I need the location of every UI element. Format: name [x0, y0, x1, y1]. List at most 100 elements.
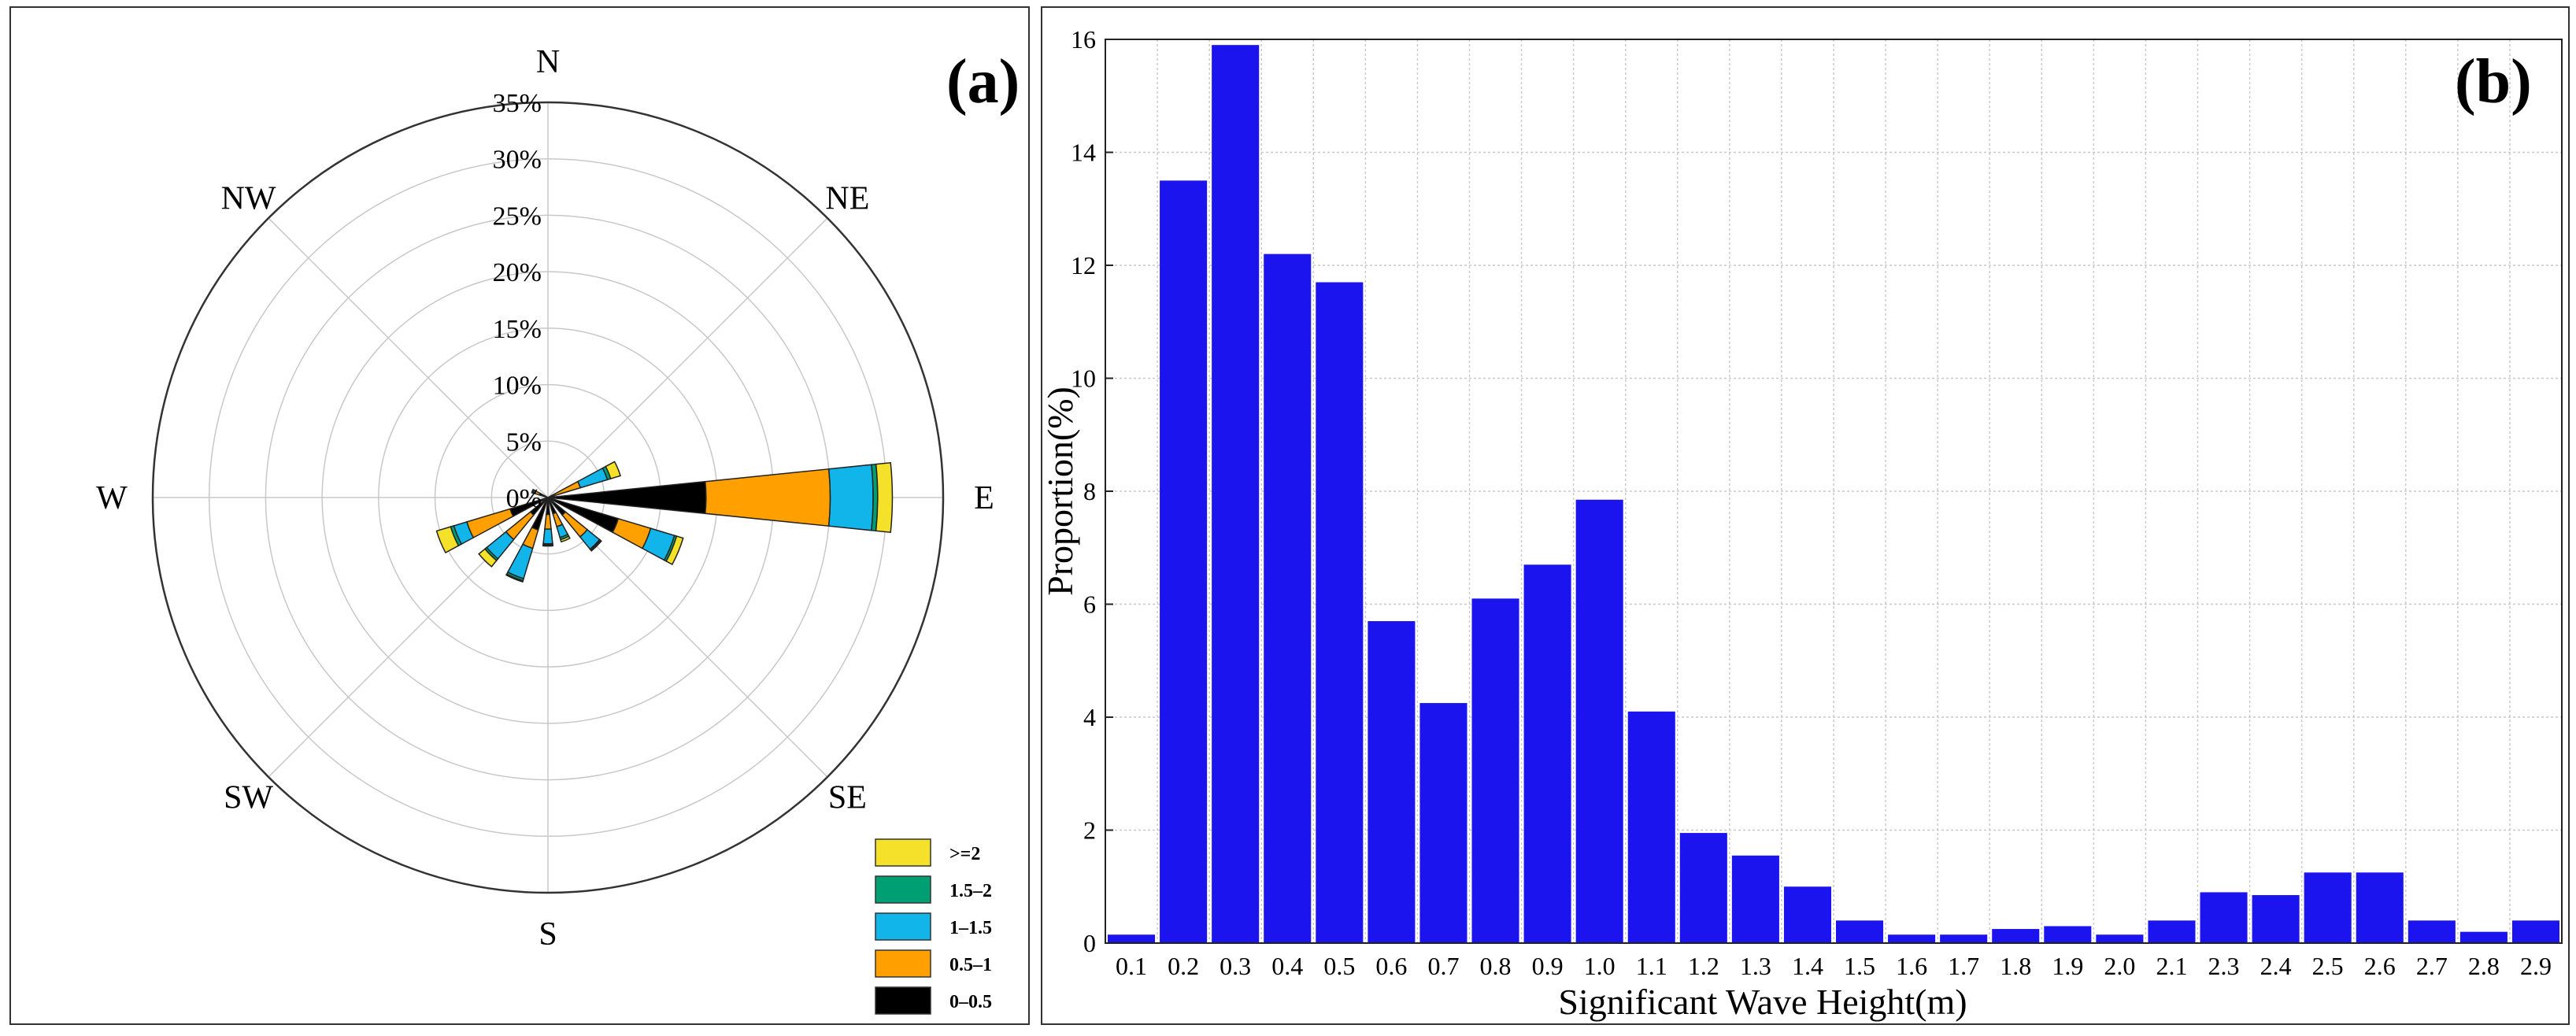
x-tick-label: 0.1 — [1116, 952, 1147, 980]
histogram-bar — [2252, 895, 2300, 943]
y-tick-label: 12 — [1071, 251, 1096, 279]
radial-tick-label: 25% — [493, 202, 542, 231]
legend-label: 1–1.5 — [949, 918, 992, 938]
rose-petal-segment — [875, 461, 894, 534]
radial-tick-label: 20% — [493, 258, 542, 287]
histogram-bar — [1992, 929, 2040, 943]
histogram-bar — [2148, 920, 2196, 943]
rose-petal-segment — [435, 526, 460, 554]
histogram-bar — [1108, 934, 1156, 943]
panel-a-label: (a) — [946, 47, 1020, 117]
outer-circle — [151, 101, 945, 894]
histogram-bar — [2408, 920, 2456, 943]
rose-petal-segment — [560, 535, 571, 543]
x-tick-label: 1.3 — [1740, 952, 1771, 980]
x-tick-label: 1.9 — [2052, 952, 2083, 980]
x-tick-label: 0.5 — [1323, 952, 1355, 980]
radial-tick-label: 0% — [506, 484, 542, 513]
direction-spoke — [547, 217, 828, 498]
histogram-bar — [1212, 45, 1260, 943]
x-tick-label: 1.4 — [1792, 952, 1823, 980]
histogram-bar — [1731, 855, 1779, 943]
x-tick-label: 0.4 — [1271, 952, 1303, 980]
x-tick-label: 2.5 — [2312, 952, 2344, 980]
wave-height-histogram: 0 2 4 6 8 10 12 14 16 0.1 0.2 0.3 0.4 0.5 0.6 0.7 0.8 0.9… — [1042, 25, 2563, 1022]
y-tick-label: 14 — [1071, 139, 1096, 167]
histogram-bar — [1575, 499, 1623, 943]
wave-rose-chart: 0% 5% 10% 15% 20% 25% 30% 35% N NE E SE S SW W NW >=2 1.5… — [96, 44, 994, 1015]
compass-label-nw: NW — [221, 181, 276, 217]
panel-b-label: (b) — [2455, 47, 2532, 117]
histogram-bar — [1419, 703, 1468, 943]
x-tick-label: 2.8 — [2468, 952, 2500, 980]
rose-petal-segment — [542, 544, 554, 547]
wave-rose-panel: 0% 5% 10% 15% 20% 25% 30% 35% N NE E SE S SW W NW >=2 1.5… — [9, 6, 1030, 1025]
rose-petal-segment — [605, 461, 621, 480]
legend-swatch — [875, 986, 931, 1015]
histogram-bar — [2044, 926, 2092, 943]
rose-petal-segment — [478, 548, 498, 568]
x-tick-label: 1.5 — [1844, 952, 1875, 980]
rose-petal-segment — [827, 464, 874, 531]
x-tick-label: 2.3 — [2208, 952, 2240, 980]
legend-swatch — [875, 949, 931, 978]
x-tick-label: 0.6 — [1375, 952, 1407, 980]
compass-label-e: E — [974, 480, 994, 516]
histogram-bar — [1679, 833, 1727, 943]
y-tick-label: 8 — [1083, 477, 1096, 505]
y-tick-label: 16 — [1071, 25, 1096, 54]
radial-tick-label: 10% — [493, 372, 542, 401]
legend-label: 0.5–1 — [949, 955, 992, 975]
radial-tick-label: 5% — [506, 427, 542, 457]
x-tick-label: 0.3 — [1220, 952, 1251, 980]
histogram-bar — [2511, 920, 2559, 943]
x-tick-label: 2.4 — [2260, 952, 2292, 980]
y-tick-label: 10 — [1071, 364, 1096, 393]
histogram-bar — [2096, 934, 2144, 943]
histogram-bar — [1471, 598, 1519, 943]
histogram-bar — [1627, 711, 1675, 943]
radial-tick-label: 35% — [493, 89, 542, 118]
rose-petal-segment — [542, 528, 553, 545]
histogram-bar — [2459, 931, 2508, 943]
histogram-bar — [1523, 564, 1571, 943]
x-tick-label: 0.8 — [1480, 952, 1512, 980]
y-tick-label: 2 — [1083, 816, 1096, 845]
rose-petal-segment — [704, 468, 831, 527]
legend-swatch — [875, 838, 931, 867]
histogram-bar — [1783, 886, 1831, 943]
x-tick-label: 2.6 — [2364, 952, 2396, 980]
histogram-bar — [1160, 180, 1208, 943]
compass-label-sw: SW — [224, 779, 273, 816]
histogram-bar — [1836, 920, 1884, 943]
legend-label: >=2 — [949, 844, 980, 864]
x-tick-label: 2.0 — [2104, 952, 2135, 980]
rose-petal-segment — [665, 535, 684, 566]
compass-label-se: SE — [828, 779, 867, 816]
histogram-panel: 0 2 4 6 8 10 12 14 16 0.1 0.2 0.3 0.4 0.5 0.6 0.7 0.8 0.9… — [1041, 6, 2570, 1025]
legend-swatch — [875, 875, 931, 904]
histogram-bar — [1888, 934, 1936, 943]
radial-tick-label: 15% — [493, 315, 542, 344]
rose-petal-segment — [590, 539, 602, 552]
x-tick-label: 1.8 — [2000, 952, 2031, 980]
legend-swatch — [875, 912, 931, 941]
y-tick-label: 4 — [1083, 703, 1096, 731]
x-tick-label: 1.2 — [1688, 952, 1719, 980]
x-tick-label: 1.6 — [1896, 952, 1927, 980]
histogram-bar — [2304, 872, 2352, 943]
compass-label-n: N — [536, 44, 560, 80]
histogram-bar — [2200, 892, 2248, 943]
x-tick-label: 0.7 — [1427, 952, 1459, 980]
histogram-bar — [1940, 934, 1988, 943]
x-tick-label: 0.2 — [1168, 952, 1199, 980]
legend-label: 0–0.5 — [949, 992, 992, 1012]
rose-petal-segment — [505, 573, 524, 583]
x-tick-label: 2.9 — [2520, 952, 2552, 980]
compass-label-ne: NE — [825, 181, 869, 217]
y-tick-label: 6 — [1083, 590, 1096, 619]
compass-label-w: W — [96, 480, 128, 516]
histogram-bar — [2356, 872, 2404, 943]
radial-tick-label: 30% — [493, 146, 542, 175]
histogram-bar — [1368, 621, 1416, 943]
